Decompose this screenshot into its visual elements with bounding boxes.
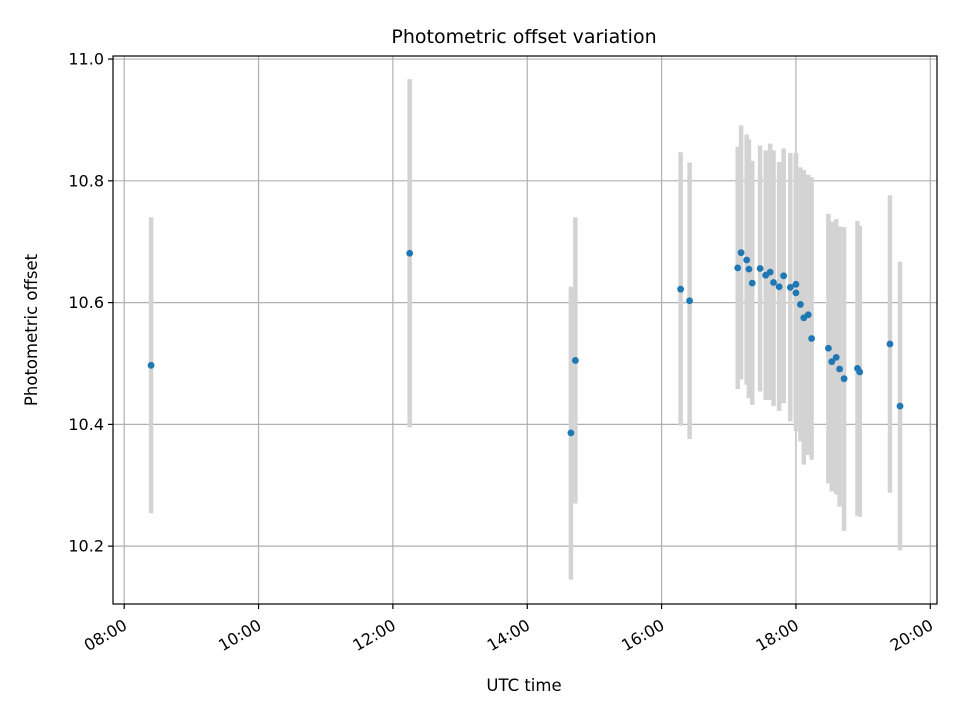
data-point: [766, 268, 774, 276]
data-point: [775, 283, 783, 291]
y-axis-title: Photometric offset: [22, 253, 41, 406]
data-point: [856, 368, 864, 376]
data-point: [686, 297, 693, 305]
data-point: [770, 279, 777, 286]
data-point: [792, 289, 800, 297]
data-point: [567, 429, 575, 437]
data-point: [406, 249, 414, 257]
data-point: [886, 340, 894, 348]
data-point: [677, 285, 685, 293]
data-point: [571, 357, 579, 364]
data-point: [804, 311, 812, 319]
data-points: [147, 249, 904, 437]
data-point: [786, 283, 794, 291]
data-point: [840, 375, 848, 383]
data-point: [896, 402, 904, 410]
y-tick-label: 10.2: [68, 537, 104, 556]
chart-title: Photometric offset variation: [391, 26, 656, 48]
data-point: [792, 280, 800, 288]
data-point: [832, 354, 840, 361]
y-tick-label: 10.6: [68, 293, 104, 312]
x-axis-title: UTC time: [486, 676, 561, 695]
plot-area-frame: [112, 55, 938, 605]
data-point: [797, 301, 804, 308]
data-point: [737, 249, 745, 257]
y-axis-ticks: 10.2 10.4 10.6 10.8 11.0: [68, 50, 113, 556]
data-point: [745, 265, 753, 273]
y-tick-label: 11.0: [68, 50, 104, 69]
data-point: [756, 265, 764, 272]
data-point: [808, 335, 816, 342]
data-point: [734, 264, 742, 272]
data-point: [147, 361, 155, 369]
data-point: [748, 279, 756, 287]
data-point: [836, 365, 843, 373]
data-point: [825, 344, 832, 352]
y-tick-label: 10.4: [68, 415, 104, 434]
data-point: [780, 272, 788, 280]
data-point: [828, 358, 836, 366]
y-tick-label: 10.8: [68, 171, 104, 190]
data-point: [743, 256, 751, 264]
